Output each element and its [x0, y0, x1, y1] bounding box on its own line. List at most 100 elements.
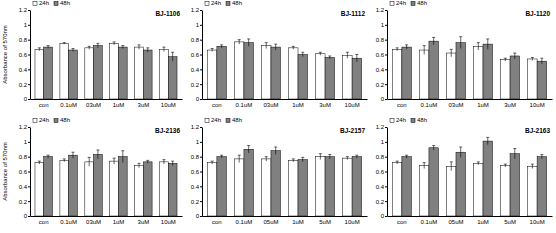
bar — [35, 163, 44, 216]
error-bar-stem — [221, 155, 222, 158]
error-bar — [319, 52, 322, 55]
y-tick: 0.2 — [19, 82, 30, 88]
x-tick-label: 3uM — [138, 219, 150, 225]
bar — [501, 166, 510, 216]
y-tick-label: 0 — [24, 213, 28, 219]
error-bar-stem — [397, 48, 398, 51]
y-tick: 1.2 — [376, 124, 387, 130]
bar — [316, 157, 325, 216]
bar — [168, 163, 177, 216]
error-bar — [162, 160, 165, 164]
bar — [456, 152, 465, 216]
y-tick-mark — [385, 25, 387, 26]
y-tick: 0.2 — [191, 199, 202, 205]
y-tick-label: 1 — [381, 139, 385, 145]
error-bar-cap — [121, 45, 124, 46]
error-bar-stem — [172, 52, 173, 61]
y-tick-mark — [385, 201, 387, 202]
x-tick: 1uM — [477, 216, 489, 225]
bar — [244, 149, 253, 216]
y-axis: 00.20.40.60.811.2 — [19, 7, 31, 102]
y-tick-label: 0.6 — [19, 52, 28, 58]
error-bar-cap — [405, 155, 408, 156]
bar — [143, 50, 152, 99]
error-bar-stem — [48, 155, 49, 158]
x-tick: 10uM — [345, 99, 360, 108]
y-tick: 1 — [24, 139, 30, 145]
error-bar-cap — [220, 44, 223, 45]
error-bar-cap — [171, 161, 174, 162]
x-tick-label: 3uM — [138, 102, 150, 108]
y-axis-line — [202, 128, 203, 217]
legend-swatch — [205, 119, 209, 123]
bar — [217, 46, 226, 99]
error-bar — [38, 48, 41, 51]
y-tick-mark — [385, 55, 387, 56]
panel-title: BJ-2136 — [155, 127, 180, 134]
error-bar — [504, 58, 507, 61]
y-tick-label: 0.4 — [19, 184, 28, 190]
y-tick: 0.8 — [19, 154, 30, 160]
error-bar — [211, 49, 214, 52]
x-tick: con — [39, 216, 49, 225]
y-tick-label: 0.8 — [191, 37, 200, 43]
panel-title: BJ-2157 — [340, 127, 365, 134]
x-tick-label: con — [39, 219, 49, 225]
y-tick-mark — [28, 40, 30, 41]
panel-title: BJ-2163 — [525, 127, 550, 134]
error-bar-cap — [47, 45, 50, 46]
y-tick-label: 0.4 — [191, 184, 200, 190]
plot-area — [35, 42, 177, 99]
x-tick: 3uM — [319, 99, 331, 108]
y-tick: 0.4 — [191, 67, 202, 73]
y-tick: 0.8 — [19, 37, 30, 43]
bar — [528, 59, 537, 99]
x-tick: con — [397, 216, 407, 225]
y-tick: 0.4 — [376, 184, 387, 190]
x-tick-label: 5uM — [504, 219, 516, 225]
error-bar-stem — [275, 44, 276, 50]
plot-area — [207, 39, 361, 99]
error-bar — [274, 44, 277, 50]
y-tick-label: 0.2 — [19, 199, 28, 205]
error-bar — [63, 43, 66, 44]
y-tick: 0.6 — [376, 169, 387, 175]
legend-label: 48h — [60, 0, 70, 6]
y-tick: 0.2 — [376, 199, 387, 205]
error-bar-cap — [171, 52, 174, 53]
y-axis-line — [387, 128, 388, 217]
legend-swatch — [411, 119, 415, 123]
y-tick: 1 — [24, 22, 30, 28]
error-bar — [274, 147, 277, 154]
bar — [160, 49, 169, 99]
error-bar-stem — [532, 57, 533, 60]
bar — [474, 163, 483, 216]
bar — [316, 54, 325, 99]
error-bar-cap — [328, 154, 331, 155]
x-tick-label: 3uM — [319, 102, 331, 108]
error-bar-cap — [211, 48, 214, 49]
y-tick-label: 1 — [196, 22, 200, 28]
x-axis-line — [203, 99, 368, 100]
bar — [69, 155, 78, 216]
error-bar-cap — [301, 157, 304, 158]
panel: 00.20.40.60.811.2con0.1uM03uM1uM3uM10uMB… — [376, 0, 553, 108]
bar — [244, 43, 253, 99]
bar — [289, 160, 298, 216]
x-tick-label: con — [397, 102, 407, 108]
error-bar — [162, 47, 165, 51]
y-tick-mark — [200, 99, 202, 100]
error-bar-cap — [477, 42, 480, 43]
x-tick: 10uM — [345, 216, 360, 225]
error-bar-cap — [274, 44, 277, 45]
x-tick: 05uM — [263, 216, 278, 225]
y-tick: 0.2 — [19, 199, 30, 205]
x-axis: con0.1uM05uM1uM5uM10uM — [203, 216, 368, 225]
x-tick: 05uM — [448, 216, 463, 225]
error-bar-cap — [162, 159, 165, 160]
error-bar-stem — [505, 58, 506, 61]
legend-label: 24h — [211, 0, 221, 6]
y-tick-mark — [200, 84, 202, 85]
panel: 00.20.40.60.811.2con0.1uM03uM1uM3uM10uMB… — [2, 117, 183, 225]
error-bar-stem — [266, 43, 267, 49]
